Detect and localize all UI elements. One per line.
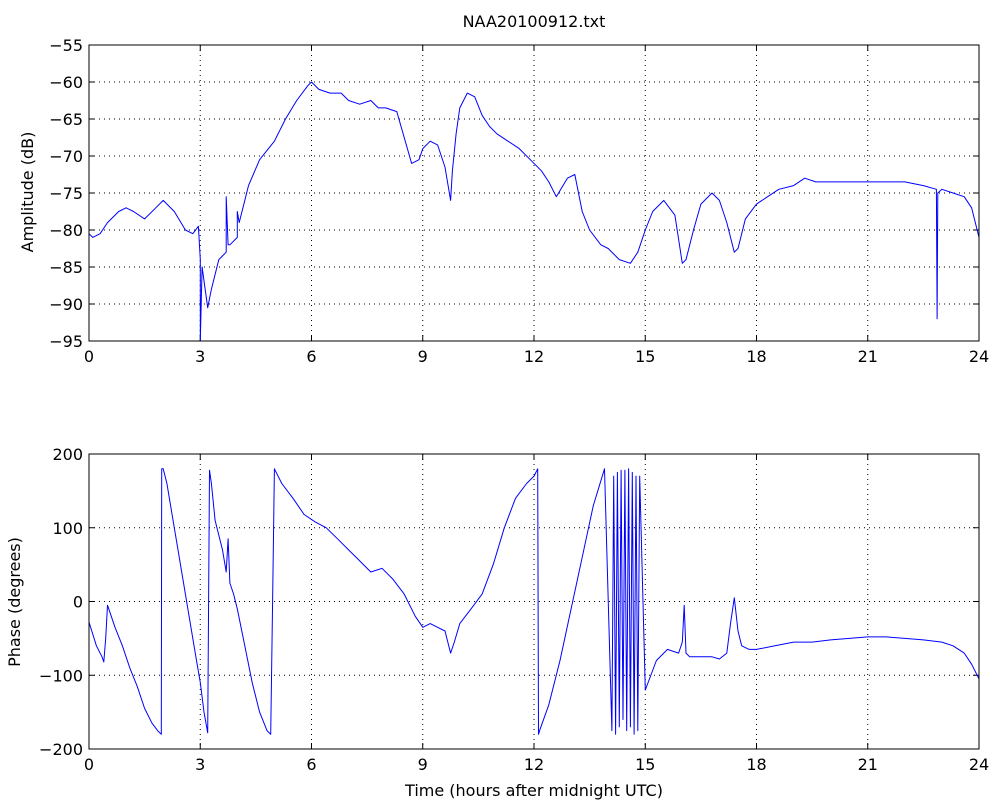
amplitude-y-tick-label: −95 — [49, 332, 83, 351]
chart-title: NAA20100912.txt — [463, 12, 606, 31]
phase-x-tick-label: 12 — [524, 755, 544, 774]
phase-y-tick-label: 0 — [73, 593, 83, 612]
phase-y-axis-label: Phase (degrees) — [5, 537, 24, 667]
phase-series-line — [88, 468, 980, 735]
phase-y-tick-label: −200 — [39, 740, 83, 759]
amplitude-y-axis-label: Amplitude (dB) — [18, 132, 37, 253]
amplitude-y-tick-label: −70 — [49, 147, 83, 166]
phase-x-tick-label: 0 — [84, 755, 94, 774]
amplitude-x-tick-label: 15 — [635, 347, 655, 366]
amplitude-y-tick-label: −80 — [49, 221, 83, 240]
amplitude-x-tick-label: 3 — [195, 347, 205, 366]
amplitude-tick-labels: 0 3 6 9 12 15 18 21 24 −95 −90 −85 −80 −75 −70 −65 −60 −5… — [49, 36, 989, 366]
amplitude-y-tick-label: −65 — [49, 110, 83, 129]
amplitude-x-tick-label: 18 — [746, 347, 766, 366]
amplitude-series-line — [88, 81, 980, 342]
amplitude-y-tick-label: −75 — [49, 184, 83, 203]
phase-x-tick-label: 3 — [195, 755, 205, 774]
phase-y-tick-label: −100 — [39, 666, 83, 685]
phase-x-tick-label: 21 — [858, 755, 878, 774]
phase-axes-frame — [88, 453, 980, 750]
phase-tick-labels: 0 3 6 9 12 15 18 21 24 −200 −100 0 100 200 — [39, 445, 989, 774]
amplitude-y-tick-label: −90 — [49, 295, 83, 314]
amplitude-x-tick-label: 12 — [524, 347, 544, 366]
amplitude-x-tick-label: 9 — [418, 347, 428, 366]
phase-panel: 0 3 6 9 12 15 18 21 24 −200 −100 0 100 200 Phase (deg… — [5, 445, 989, 800]
amplitude-panel: NAA20100912.txt 0 3 6 9 12 15 18 21 24 −95 −90 −85 −… — [18, 12, 989, 366]
phase-x-tick-label: 24 — [969, 755, 989, 774]
phase-y-tick-label: 200 — [52, 445, 83, 464]
amplitude-y-tick-label: −85 — [49, 258, 83, 277]
amplitude-grid — [89, 45, 979, 341]
phase-x-axis-label: Time (hours after midnight UTC) — [404, 781, 663, 800]
amplitude-axes-frame — [88, 44, 980, 342]
phase-y-tick-label: 100 — [52, 519, 83, 538]
phase-x-tick-label: 9 — [418, 755, 428, 774]
amplitude-x-tick-label: 6 — [306, 347, 316, 366]
amplitude-x-tick-label: 24 — [969, 347, 989, 366]
phase-x-tick-label: 15 — [635, 755, 655, 774]
amplitude-y-tick-label: −60 — [49, 73, 83, 92]
phase-x-tick-label: 18 — [746, 755, 766, 774]
amplitude-x-tick-label: 21 — [858, 347, 878, 366]
amplitude-y-tick-label: −55 — [49, 36, 83, 55]
phase-x-tick-label: 6 — [306, 755, 316, 774]
amplitude-x-tick-label: 0 — [84, 347, 94, 366]
phase-grid — [89, 454, 979, 749]
